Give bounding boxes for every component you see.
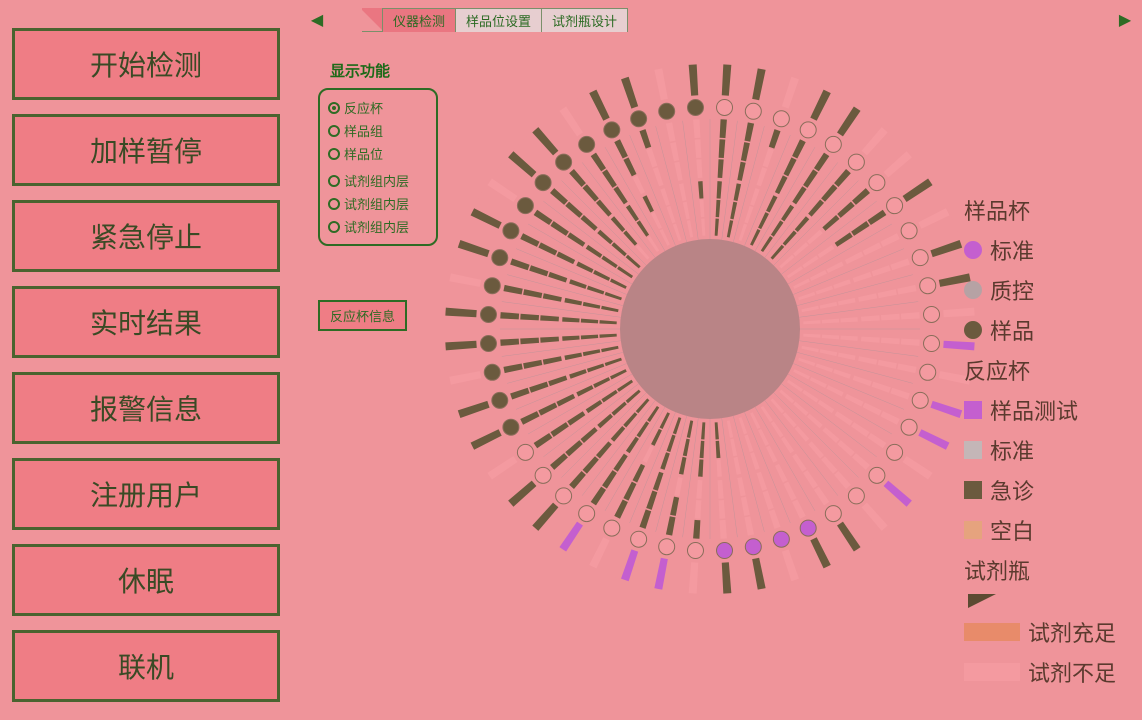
radio-icon bbox=[328, 175, 340, 187]
tab-angle-decoration bbox=[362, 8, 382, 32]
start-detect-button[interactable]: 开始检测 bbox=[12, 28, 280, 100]
options-title: 显示功能 bbox=[330, 60, 390, 81]
legend-label: 试剂不足 bbox=[1028, 656, 1116, 688]
swatch-circle bbox=[964, 321, 982, 339]
legend-sample: 样品 bbox=[964, 314, 1136, 346]
legend-emergency: 急诊 bbox=[964, 474, 1136, 506]
options-box: 反应杯 样品组 样品位 试剂组内层 试剂组内层 试剂组内层 bbox=[318, 88, 438, 246]
register-user-button[interactable]: 注册用户 bbox=[12, 458, 280, 530]
radio-icon bbox=[328, 102, 340, 114]
emergency-stop-button[interactable]: 紧急停止 bbox=[12, 200, 280, 272]
option-reagent-inner-2[interactable]: 试剂组内层 bbox=[328, 194, 428, 213]
legend-label: 样品测试 bbox=[990, 394, 1078, 426]
legend-label: 样品 bbox=[990, 314, 1034, 346]
tab-reagent-design[interactable]: 试剂瓶设计 bbox=[542, 8, 628, 32]
tab-bar: ◀ 仪器检测 样品位设置 试剂瓶设计 ▶ bbox=[308, 6, 1134, 34]
option-label: 反应杯 bbox=[344, 98, 383, 117]
option-label: 样品组 bbox=[344, 121, 383, 140]
sleep-button[interactable]: 休眠 bbox=[12, 544, 280, 616]
option-reagent-inner-1[interactable]: 试剂组内层 bbox=[328, 171, 428, 190]
option-label: 试剂组内层 bbox=[344, 217, 409, 236]
legend-sample-cup-header: 样品杯 bbox=[964, 194, 1136, 226]
connect-button[interactable]: 联机 bbox=[12, 630, 280, 702]
swatch-square bbox=[964, 401, 982, 419]
legend-reagent-low: 试剂不足 bbox=[964, 656, 1136, 688]
radio-icon bbox=[328, 198, 340, 210]
option-sample-group[interactable]: 样品组 bbox=[328, 121, 428, 140]
swatch-circle bbox=[964, 281, 982, 299]
radio-icon bbox=[328, 148, 340, 160]
options-group-1: 反应杯 样品组 样品位 bbox=[328, 98, 428, 163]
option-label: 试剂组内层 bbox=[344, 171, 409, 190]
legend-standard: 标准 bbox=[964, 234, 1136, 266]
swatch-square bbox=[964, 521, 982, 539]
legend-triangle-icon bbox=[968, 594, 996, 608]
realtime-results-button[interactable]: 实时结果 bbox=[12, 286, 280, 358]
legend-label: 空白 bbox=[990, 514, 1034, 546]
legend-label: 试剂充足 bbox=[1028, 616, 1116, 648]
options-group-2: 试剂组内层 试剂组内层 试剂组内层 bbox=[328, 171, 428, 236]
tab-strip: 仪器检测 样品位设置 试剂瓶设计 bbox=[362, 8, 628, 32]
legend-label: 急诊 bbox=[990, 474, 1034, 506]
legend-label: 质控 bbox=[990, 274, 1034, 306]
legend-reagent-full: 试剂充足 bbox=[964, 616, 1136, 648]
swatch-square bbox=[964, 481, 982, 499]
reaction-cup-info-button[interactable]: 反应杯信息 bbox=[318, 300, 407, 331]
radio-icon bbox=[328, 221, 340, 233]
sidebar: 开始检测 加样暂停 紧急停止 实时结果 报警信息 注册用户 休眠 联机 bbox=[12, 28, 280, 702]
option-sample-position[interactable]: 样品位 bbox=[328, 144, 428, 163]
swatch-bar bbox=[964, 623, 1020, 641]
option-reagent-inner-3[interactable]: 试剂组内层 bbox=[328, 217, 428, 236]
pause-sampling-button[interactable]: 加样暂停 bbox=[12, 114, 280, 186]
option-reaction-cup[interactable]: 反应杯 bbox=[328, 98, 428, 117]
tab-sample-position[interactable]: 样品位设置 bbox=[456, 8, 542, 32]
carousel-svg bbox=[445, 64, 975, 594]
swatch-bar bbox=[964, 663, 1020, 681]
legend-reaction-cup-header: 反应杯 bbox=[964, 354, 1136, 386]
legend-reagent-header: 试剂瓶 bbox=[964, 554, 1136, 586]
swatch-circle bbox=[964, 241, 982, 259]
prev-arrow-icon[interactable]: ◀ bbox=[308, 11, 326, 29]
legend-label: 标准 bbox=[990, 234, 1034, 266]
carousel-chart bbox=[445, 64, 975, 594]
next-arrow-icon[interactable]: ▶ bbox=[1116, 11, 1134, 29]
alarm-info-button[interactable]: 报警信息 bbox=[12, 372, 280, 444]
swatch-square bbox=[964, 441, 982, 459]
tab-instrument-detect[interactable]: 仪器检测 bbox=[382, 8, 456, 32]
legend-standard-sq: 标准 bbox=[964, 434, 1136, 466]
legend-label: 标准 bbox=[990, 434, 1034, 466]
legend-blank: 空白 bbox=[964, 514, 1136, 546]
option-label: 试剂组内层 bbox=[344, 194, 409, 213]
main-area: ◀ 仪器检测 样品位设置 试剂瓶设计 ▶ 显示功能 反应杯 样品组 样品位 试剂… bbox=[300, 4, 1142, 720]
option-label: 样品位 bbox=[344, 144, 383, 163]
legend-qc: 质控 bbox=[964, 274, 1136, 306]
radio-icon bbox=[328, 125, 340, 137]
legend: 样品杯 标准 质控 样品 反应杯 样品测试 标准 急诊 空白 试剂瓶 试剂充足 … bbox=[964, 194, 1136, 688]
legend-sample-test: 样品测试 bbox=[964, 394, 1136, 426]
